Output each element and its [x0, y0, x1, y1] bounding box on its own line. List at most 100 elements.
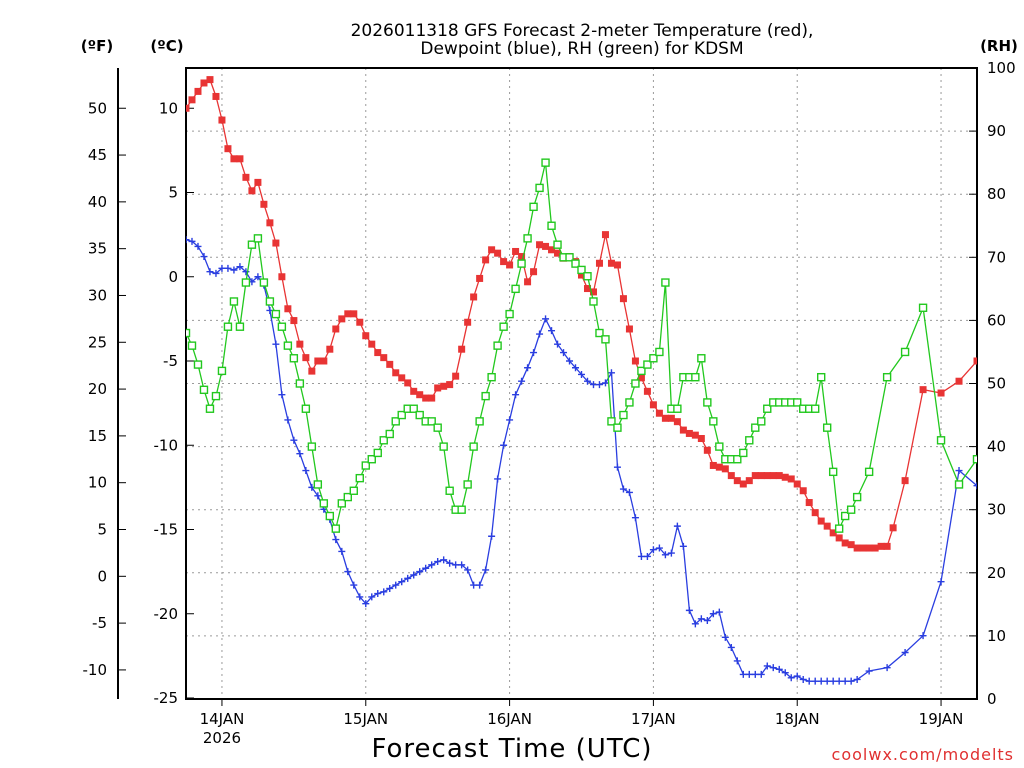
dewpoint-point: [793, 672, 801, 680]
dewpoint-point: [811, 677, 819, 685]
temperature-point: [218, 116, 226, 124]
dewpoint-point: [446, 559, 454, 567]
rh-point: [271, 309, 281, 319]
rh-point: [295, 379, 305, 388]
rh-point: [343, 492, 352, 502]
temperature-point: [793, 480, 801, 488]
temperature-point: [667, 414, 675, 422]
temperature-point: [889, 524, 897, 532]
temperature-point: [512, 247, 520, 255]
rh-point: [193, 360, 203, 369]
rh-point: [253, 234, 263, 243]
temperature-point: [739, 480, 747, 488]
rh-point: [469, 442, 478, 451]
dewpoint-point: [619, 485, 627, 493]
temperature-point: [937, 389, 945, 397]
temperature-point: [805, 499, 813, 507]
rh-point: [822, 423, 832, 432]
dewpoint-point: [356, 593, 364, 601]
rh-point: [493, 341, 502, 350]
temperature-point: [236, 155, 244, 163]
dewpoint-point: [284, 416, 292, 424]
dewpoint-point: [554, 340, 562, 348]
dewpoint-point: [410, 571, 418, 579]
temperature-point: [655, 409, 663, 417]
rh-point: [229, 297, 239, 306]
rh-point: [763, 404, 772, 413]
dewpoint-point: [757, 670, 765, 678]
temperature-point: [679, 426, 687, 434]
rh-point: [811, 404, 820, 413]
dewpoint-point: [186, 236, 190, 244]
rh-point: [816, 372, 826, 382]
temperature-point: [296, 340, 304, 348]
temperature-point: [733, 477, 741, 485]
temperature-point: [470, 293, 478, 301]
temperature-point: [548, 246, 556, 254]
dewpoint-point: [625, 488, 633, 496]
dewpoint-point: [799, 675, 807, 683]
dewpoint-point: [224, 264, 232, 272]
temperature-point: [613, 261, 621, 269]
temperature-point: [643, 387, 651, 395]
temperature-point: [416, 391, 424, 399]
rh-point: [840, 511, 850, 521]
rh-point: [373, 448, 382, 458]
temperature-point: [883, 542, 891, 550]
rh-point: [846, 505, 856, 514]
dewpoint-point: [434, 558, 442, 566]
rh-point: [852, 492, 862, 502]
temperature-point: [386, 360, 394, 368]
temperature-point: [380, 354, 388, 362]
axes: -25 -20 -15 -10 -5 0 5 10 -10 -5 0 5 10 15 20 25 30 35 40 4…: [83, 59, 1016, 747]
dewpoint-point: [488, 532, 496, 540]
rh-point: [565, 253, 574, 262]
rh-point: [247, 240, 257, 249]
rh-point: [427, 417, 436, 426]
rh-point: [553, 240, 562, 249]
fahrenheit-tick-label: 20: [88, 380, 107, 398]
rh-point: [529, 202, 538, 212]
rh-point: [475, 417, 484, 426]
temperature-point: [320, 357, 328, 365]
temperature-point: [194, 87, 202, 95]
rh-tick-label: 40: [987, 438, 1006, 456]
rh-tick-label: 0: [987, 690, 997, 708]
celsius-tick-label: -25: [154, 689, 179, 707]
rh-line: [186, 162, 977, 531]
temperature-point: [254, 178, 262, 186]
temperature-point: [344, 310, 352, 318]
celsius-tick-label: 0: [168, 268, 178, 286]
dewpoint-point: [494, 475, 502, 483]
data-series: [186, 76, 977, 685]
temperature-point: [607, 259, 615, 267]
dewpoint-point: [661, 551, 669, 559]
dewpoint-point: [332, 536, 340, 544]
rh-point: [307, 442, 317, 451]
chart-title-line2: Dewpoint (blue), RH (green) for KDSM: [420, 39, 743, 59]
dewpoint-point: [637, 552, 645, 560]
dewpoint-point: [655, 544, 663, 552]
temperature-point: [398, 374, 406, 382]
temperature-point: [206, 76, 214, 84]
rh-point: [649, 354, 658, 363]
temperature-point: [290, 317, 298, 325]
dewpoint-point: [763, 662, 771, 670]
rh-point: [445, 486, 454, 495]
temperature-point: [518, 253, 526, 261]
temperature-point: [787, 475, 795, 483]
dewpoint-point: [392, 581, 400, 589]
rh-point: [265, 297, 275, 306]
temperature-point: [859, 544, 867, 552]
temperature-point: [188, 96, 196, 104]
rh-point: [583, 272, 592, 281]
rh-point: [936, 436, 946, 445]
dewpoint-point: [973, 482, 977, 490]
dewpoint-point: [649, 546, 657, 554]
temperature-point: [524, 278, 532, 286]
rh-point: [499, 322, 508, 331]
rh-point: [637, 366, 646, 376]
dewpoint-point: [817, 677, 825, 685]
temperature-point: [973, 357, 977, 365]
dewpoint-point: [751, 670, 759, 678]
